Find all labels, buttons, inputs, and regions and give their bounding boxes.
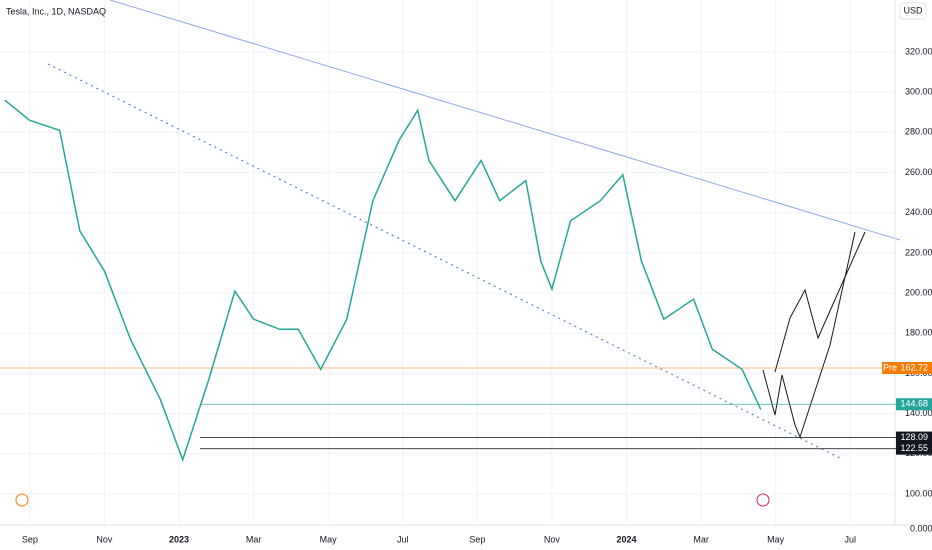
projection-path-alt <box>774 231 866 373</box>
price-tag: 128.09 <box>900 432 928 442</box>
y-tick-label: 240.00 <box>905 207 932 217</box>
price-tag-bg <box>896 442 932 455</box>
y-tick-label: 140.00 <box>905 408 932 418</box>
x-tick-label: Sep <box>469 534 485 544</box>
price-tag-prefix: Pre <box>883 362 897 372</box>
y-tick-label: 320.00 <box>905 46 932 56</box>
price-tag-prefix-bg <box>882 361 898 374</box>
y-tick-label: 280.00 <box>905 127 932 137</box>
bottom-label: 0.0000 <box>910 523 932 533</box>
price-tag-bg <box>896 361 932 374</box>
x-tick-label: Nov <box>96 534 113 544</box>
chart-title: Tesla, Inc., 1D, NASDAQ <box>6 6 106 16</box>
price-tag-bg <box>896 431 932 444</box>
x-tick-label: Mar <box>246 534 262 544</box>
x-tick-label: 2023 <box>169 534 189 544</box>
price-tag-bg <box>896 398 932 411</box>
x-tick-label: May <box>320 534 338 544</box>
y-tick-label: 180.00 <box>905 328 932 338</box>
y-tick-label: 200.00 <box>905 287 932 297</box>
x-tick-label: Jul <box>844 534 856 544</box>
x-tick-label: May <box>767 534 785 544</box>
x-tick-label: Nov <box>544 534 561 544</box>
currency-box[interactable] <box>899 2 927 20</box>
y-tick-label: 100.00 <box>905 488 932 498</box>
trendline-upper <box>109 0 901 241</box>
y-tick-label: 260.00 <box>905 167 932 177</box>
earnings-icon[interactable] <box>756 493 770 507</box>
x-tick-label: Mar <box>693 534 709 544</box>
price-tag: 144.68 <box>900 399 928 409</box>
y-tick-label: 220.00 <box>905 247 932 257</box>
price-tag: 162.72 <box>900 362 928 372</box>
x-tick-label: Jul <box>397 534 409 544</box>
projection-path <box>762 231 856 439</box>
currency[interactable]: USD <box>903 5 923 15</box>
y-tick-label: 300.00 <box>905 87 932 97</box>
dividend-icon[interactable] <box>15 493 29 507</box>
price-tag: 122.55 <box>900 443 928 453</box>
x-tick-label: Sep <box>22 534 38 544</box>
x-tick-label: 2024 <box>616 534 636 544</box>
price-line <box>4 99 762 463</box>
